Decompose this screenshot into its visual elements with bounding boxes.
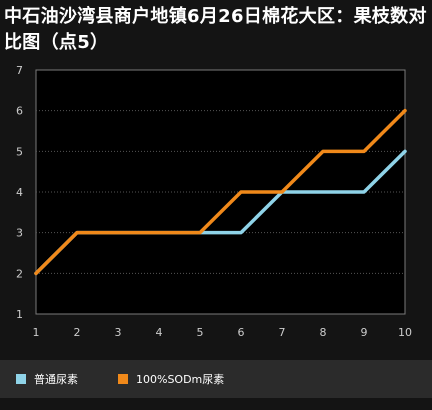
- x-tick-label: 2: [74, 326, 81, 339]
- legend-label-series-1: 普通尿素: [34, 373, 78, 386]
- legend-swatch-series-2: [118, 374, 128, 384]
- series-lines: [34, 108, 407, 276]
- chart-title: 中石油沙湾县商户地镇6月26日棉花大区：果枝数对比图（点5）: [4, 6, 427, 53]
- y-tick-label: 1: [16, 308, 23, 321]
- series-line-2: [34, 108, 407, 276]
- x-tick-label: 10: [398, 326, 412, 339]
- legend-item-series-2: 100%SODm尿素: [118, 371, 224, 387]
- x-tick-label: 5: [197, 326, 204, 339]
- x-tick-label: 8: [320, 326, 327, 339]
- x-tick-label: 4: [156, 326, 163, 339]
- y-tick-label: 4: [16, 186, 23, 199]
- y-tick-label: 2: [16, 267, 23, 280]
- x-tick-label: 3: [115, 326, 122, 339]
- legend-item-series-1: 普通尿素: [16, 371, 78, 387]
- y-tick-label: 7: [16, 64, 23, 77]
- legend: 普通尿素 100%SODm尿素: [0, 360, 432, 398]
- x-axis-ticks: 1 2 3 4 5 6 7 8 9 10: [33, 326, 413, 339]
- line-chart: 1 2 3 4 5 6 7 1 2 3 4 5 6 7 8 9 10: [16, 64, 413, 339]
- y-axis-ticks: 1 2 3 4 5 6 7: [16, 64, 23, 321]
- x-tick-label: 1: [33, 326, 40, 339]
- legend-label-series-2: 100%SODm尿素: [136, 373, 225, 386]
- x-tick-label: 7: [279, 326, 286, 339]
- x-tick-label: 9: [361, 326, 368, 339]
- y-tick-label: 3: [16, 227, 23, 240]
- legend-swatch-series-1: [16, 374, 26, 384]
- x-tick-label: 6: [238, 326, 245, 339]
- y-tick-label: 6: [16, 105, 23, 118]
- y-tick-label: 5: [16, 145, 23, 158]
